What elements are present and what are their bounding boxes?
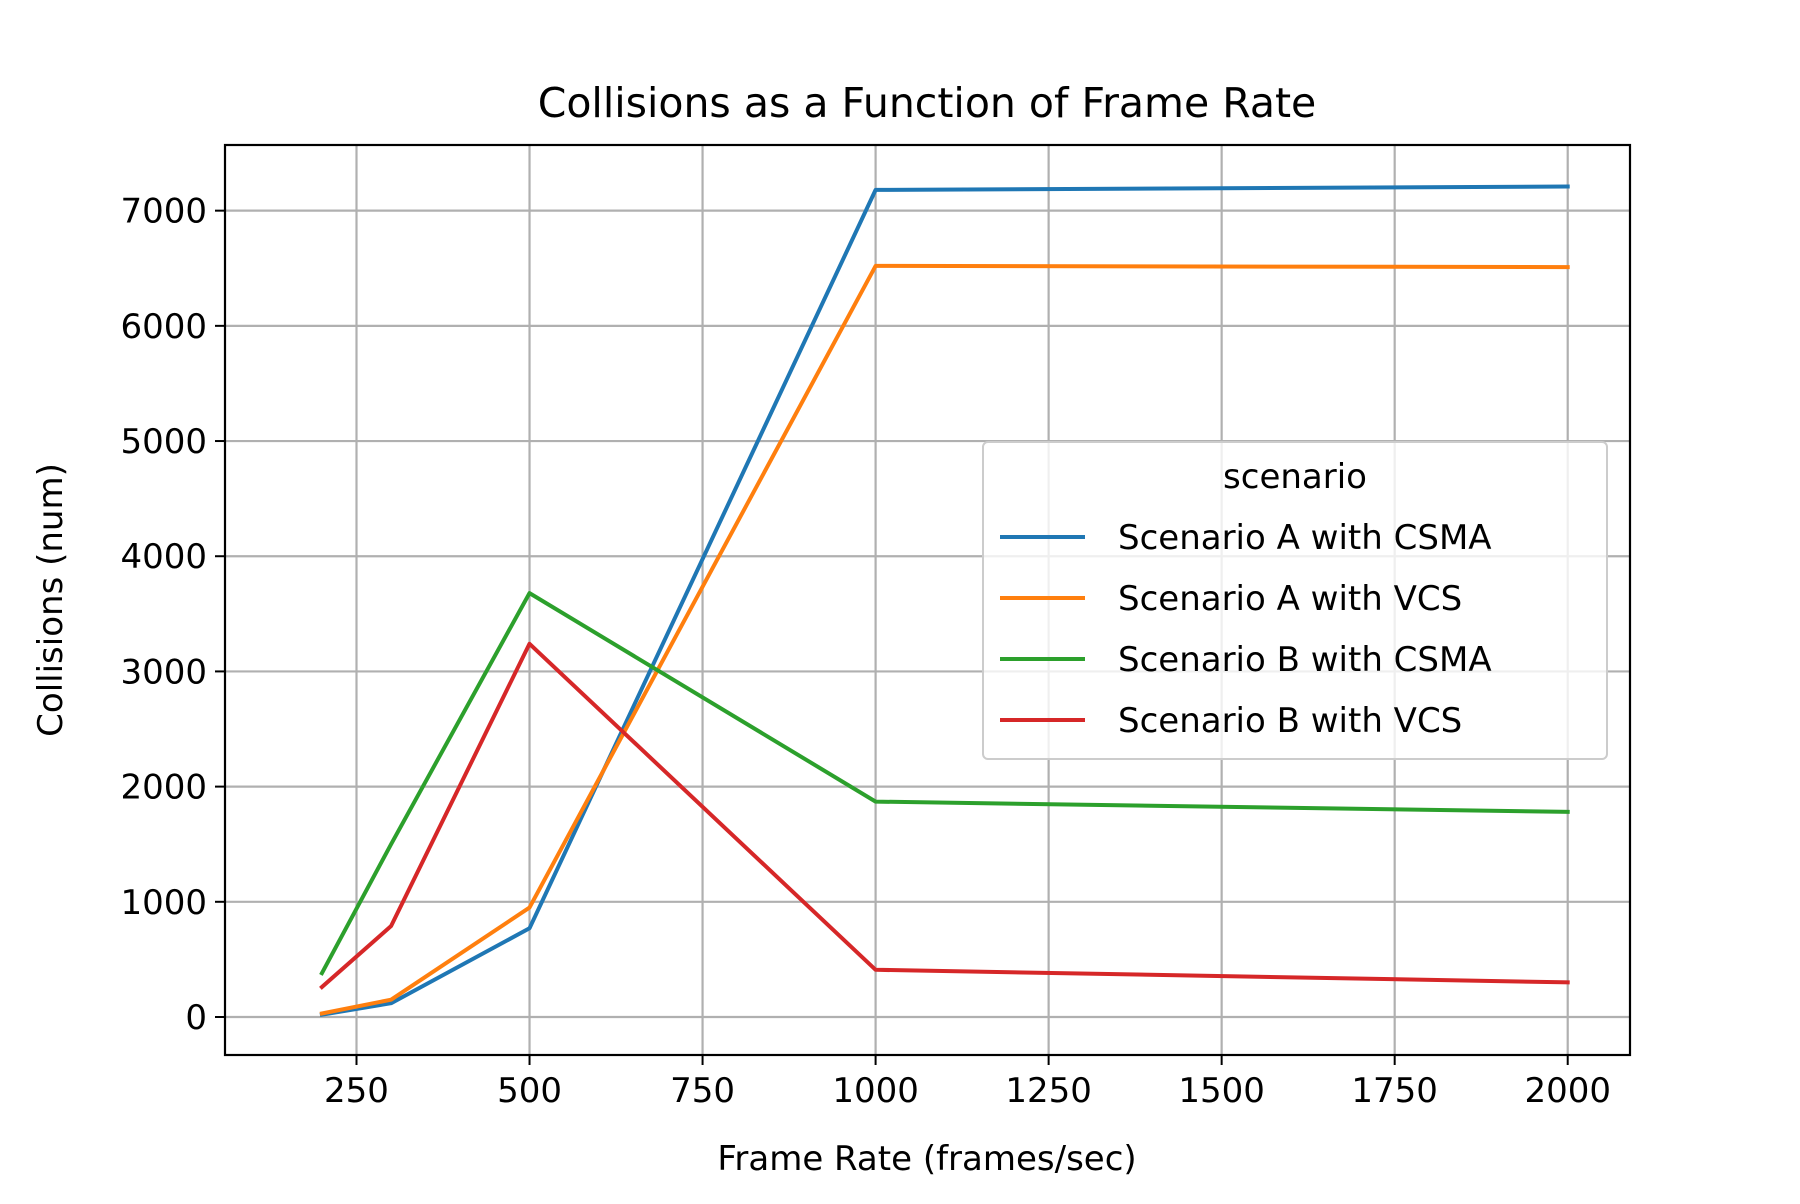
legend-label-3: Scenario B with CSMA [1118,640,1492,680]
x-axis-label: Frame Rate (frames/sec) [717,1139,1136,1179]
plot-area-frame [223,143,1632,1057]
series-line-2 [319,263,1570,1016]
series-line-3 [319,591,1570,976]
series-lines [319,184,1570,1018]
series-line-1 [319,184,1570,1018]
x-tick-label: 2000 [1524,1071,1611,1111]
grid-lines [225,145,1630,1055]
x-tick-label: 750 [670,1071,735,1111]
x-tick-label: 1750 [1351,1071,1438,1111]
y-tick-label: 2000 [120,768,207,808]
legend-box [982,441,1608,760]
chart-title: Collisions as a Function of Frame Rate [538,79,1317,127]
y-tick-label: 0 [185,998,207,1038]
legend-label-4: Scenario B with VCS [1118,701,1462,741]
x-tick-label: 1000 [832,1071,919,1111]
legend-label-1: Scenario A with CSMA [1118,518,1492,558]
axis-ticks: 250 500 750 1000 1250 1500 1750 2000 0 1000 2000 30… [120,192,1611,1111]
y-axis-label: Collisions (num) [31,463,71,737]
x-tick-label: 250 [324,1071,389,1111]
x-tick-label: 1500 [1178,1071,1265,1111]
y-tick-label: 7000 [120,192,207,232]
x-tick-label: 500 [497,1071,562,1111]
y-tick-label: 4000 [120,537,207,577]
legend-title: scenario [1223,457,1367,497]
x-tick-label: 1250 [1005,1071,1092,1111]
y-tick-label: 5000 [120,422,207,462]
series-line-4 [319,641,1570,990]
legend-items: Scenario A with CSMA Scenario A with VCS S… [1000,518,1492,741]
legend-label-2: Scenario A with VCS [1118,579,1462,619]
y-tick-label: 3000 [120,652,207,692]
y-tick-label: 1000 [120,883,207,923]
y-tick-label: 6000 [120,307,207,347]
